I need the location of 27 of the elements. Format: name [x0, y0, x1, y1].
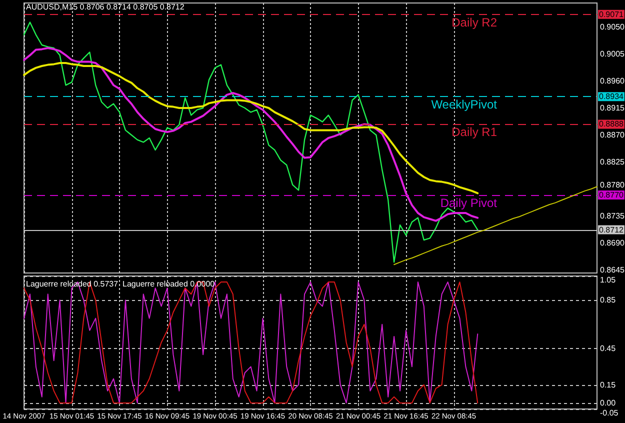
- annotation: 0.8770: [599, 190, 624, 200]
- y-tick-label: 0.8915: [600, 104, 625, 112]
- ref-line-label: Daily Pivot: [440, 196, 498, 210]
- ref-line-label: Daily R1: [452, 125, 498, 140]
- y-tick-label: 0.9005: [600, 50, 625, 58]
- y-tick-label: 0.85: [600, 296, 616, 305]
- y-tick-label: 0.15: [600, 380, 616, 390]
- y-tick-label: 0.9050: [600, 22, 625, 32]
- annotation: 0.8934: [599, 92, 624, 102]
- annotation: 0.8712: [599, 225, 624, 234]
- ref-line-label: Daily R2: [452, 15, 498, 30]
- y-tick-label: 0.8780: [600, 180, 625, 190]
- ref-line-label: WeeklyPivot: [431, 98, 498, 112]
- annotation: 0.8888: [599, 120, 624, 129]
- annotation: 0.9071: [599, 10, 624, 19]
- y-tick-label: 1.05: [600, 276, 616, 284]
- chart-title: AUDUSD,M15 0.8706 0.8714 0.8705 0.8712: [26, 2, 185, 12]
- y-tick-label: 0.8690: [600, 238, 625, 248]
- y-tick-label: 0.8960: [600, 76, 625, 86]
- y-tick-label: 0.8645: [600, 266, 625, 274]
- line-series: [394, 186, 598, 266]
- y-tick-label: 0.45: [600, 344, 616, 354]
- y-tick-label: 0.8735: [600, 212, 625, 220]
- y-tick-label: -0.05: [600, 408, 619, 418]
- y-tick-label: 0.8825: [600, 158, 625, 166]
- y-tick-label: 0.00: [600, 398, 616, 408]
- y-tick-label: 0.8870: [600, 130, 625, 140]
